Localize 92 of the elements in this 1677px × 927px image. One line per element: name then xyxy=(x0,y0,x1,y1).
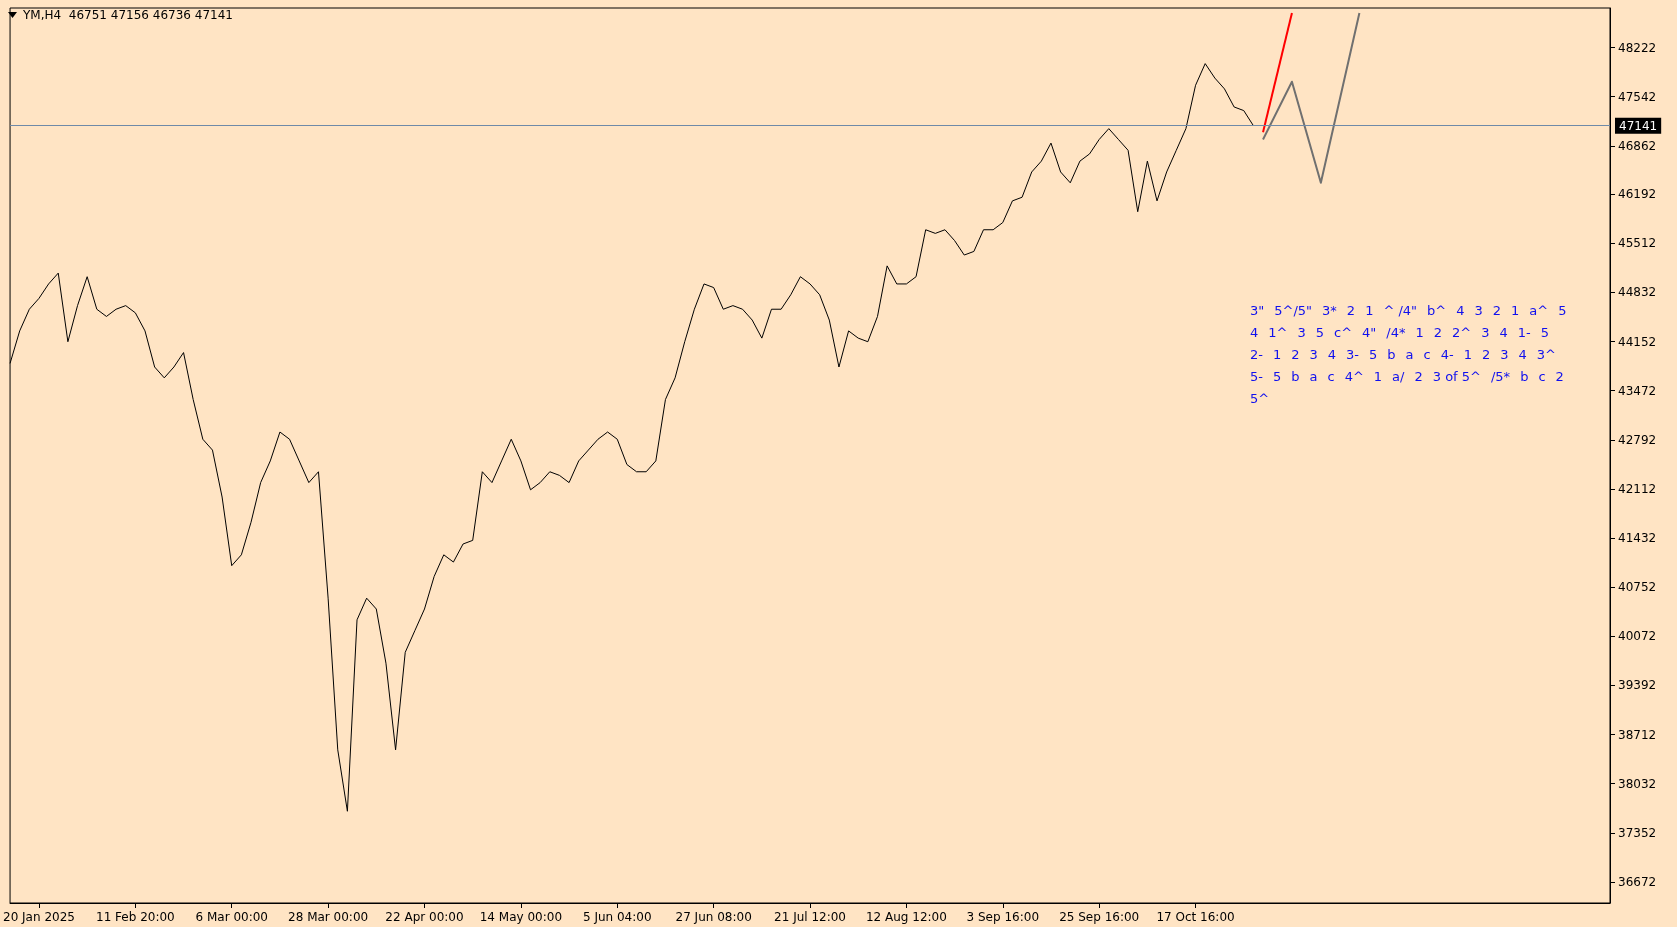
annotation: 2 xyxy=(1481,346,1491,364)
annotation: a^ xyxy=(1529,302,1549,320)
x-tick-label: 25 Sep 16:00 xyxy=(1059,910,1140,924)
annotation: 3 xyxy=(1309,346,1318,364)
x-tick-label: 27 Jun 08:00 xyxy=(675,910,752,924)
annotation: 4^ xyxy=(1344,368,1364,386)
x-tick-label: 28 Mar 00:00 xyxy=(288,910,369,924)
annotation: a xyxy=(1309,368,1318,386)
annotation: 5 xyxy=(1369,346,1378,364)
annotation: /4* xyxy=(1386,324,1406,342)
annotation: 3* xyxy=(1322,302,1337,320)
annotation: 5- xyxy=(1250,368,1263,386)
annotation: 3" xyxy=(1250,302,1265,320)
y-tick-label: 39392 xyxy=(1618,678,1657,693)
y-tick-label: 45512 xyxy=(1618,236,1657,251)
annotation: 3- xyxy=(1346,346,1360,364)
x-tick-label: 3 Sep 16:00 xyxy=(966,910,1040,924)
annotation: c xyxy=(1538,368,1546,386)
y-tick-label: 43472 xyxy=(1618,383,1657,398)
y-tick-label: 40752 xyxy=(1618,580,1657,595)
annotation: 3 xyxy=(1474,302,1483,320)
annotation: 4 xyxy=(1456,302,1465,320)
x-tick-label: 14 May 00:00 xyxy=(479,910,563,924)
y-tick-label: 37352 xyxy=(1618,825,1657,840)
annotation: 5^/5" xyxy=(1274,302,1313,320)
x-tick-label: 22 Apr 00:00 xyxy=(385,910,464,924)
annotation: 2^ xyxy=(1452,324,1472,342)
annotation: 4 xyxy=(1499,324,1508,342)
annotation: 1 xyxy=(1511,302,1520,320)
y-tick-label: 38712 xyxy=(1618,727,1657,742)
annotation: b^ xyxy=(1427,302,1447,320)
annotation: ^ /4" xyxy=(1383,302,1418,320)
annotation: 2 xyxy=(1555,368,1564,386)
y-tick-label: 36672 xyxy=(1618,874,1657,889)
annotation: 2 xyxy=(1433,324,1443,342)
annotation: b xyxy=(1387,346,1396,364)
annotation: 2 xyxy=(1414,368,1423,386)
annotation: 1 xyxy=(1365,302,1374,320)
annotation: 1^ xyxy=(1268,324,1288,342)
x-tick-label: 5 Jun 04:00 xyxy=(582,910,652,924)
annotation: 3^ xyxy=(1536,346,1556,364)
annotation: 1 xyxy=(1373,368,1383,386)
annotation: 4 xyxy=(1250,324,1259,342)
y-tick-label: 40072 xyxy=(1618,629,1657,644)
annotation: 1 xyxy=(1463,346,1472,364)
annotation: 5 xyxy=(1540,324,1550,342)
annotation: a xyxy=(1405,346,1414,364)
annotation: c xyxy=(1327,368,1335,386)
x-tick-label: 11 Feb 20:00 xyxy=(95,910,175,924)
annotation: 5^ xyxy=(1250,390,1270,408)
y-tick-label: 47542 xyxy=(1618,89,1657,104)
y-tick-label: 42792 xyxy=(1618,432,1657,447)
y-tick-label: 41432 xyxy=(1618,531,1657,546)
x-tick-label: 17 Oct 16:00 xyxy=(1156,910,1235,924)
annotation: 3 of 5^ xyxy=(1432,368,1481,386)
annotation: 5 xyxy=(1315,324,1325,342)
annotation: 4- xyxy=(1440,346,1454,364)
y-tick-label: 42112 xyxy=(1618,481,1657,496)
annotation: 1 xyxy=(1272,346,1282,364)
y-tick-label: 46862 xyxy=(1618,138,1657,153)
annotation: 2 xyxy=(1346,302,1356,320)
annotation: 5 xyxy=(1558,302,1567,320)
annotation: a/ xyxy=(1392,368,1405,386)
annotation: c^ xyxy=(1334,324,1353,342)
y-tick-label: 46192 xyxy=(1618,187,1657,202)
x-tick-label: 6 Mar 00:00 xyxy=(195,910,268,924)
annotation: /5* xyxy=(1490,368,1511,386)
y-tick-label: 44832 xyxy=(1618,285,1657,300)
annotation: 5 xyxy=(1272,368,1282,386)
annotation: 2- xyxy=(1250,346,1263,364)
annotation: 4" xyxy=(1362,324,1377,342)
annotation: b xyxy=(1520,368,1529,386)
annotation: 1- xyxy=(1517,324,1531,342)
line-series xyxy=(1262,12,1361,184)
x-tick-label: 20 Jan 2025 xyxy=(3,910,75,924)
chart-title: YM,H4 46751 47156 46736 47141 xyxy=(23,8,233,22)
annotation: c xyxy=(1423,346,1431,364)
annotation: 4 xyxy=(1518,346,1527,364)
annotation: 3 xyxy=(1297,324,1306,342)
annotation: 1 xyxy=(1415,324,1424,342)
annotation: 3 xyxy=(1481,324,1490,342)
annotation: b xyxy=(1291,368,1300,386)
y-tick-label: 38032 xyxy=(1618,776,1657,791)
annotation: 2 xyxy=(1291,346,1300,364)
x-tick-label: 21 Jul 12:00 xyxy=(774,910,847,924)
annotation: 2 xyxy=(1492,302,1502,320)
x-tick-label: 12 Aug 12:00 xyxy=(865,910,947,924)
y-tick-label: 48222 xyxy=(1618,40,1657,55)
annotation: 3 xyxy=(1500,346,1509,364)
annotation: 4 xyxy=(1327,346,1337,364)
y-tick-label: 44152 xyxy=(1618,334,1657,349)
ref-line-label: 47141 xyxy=(1619,118,1658,133)
